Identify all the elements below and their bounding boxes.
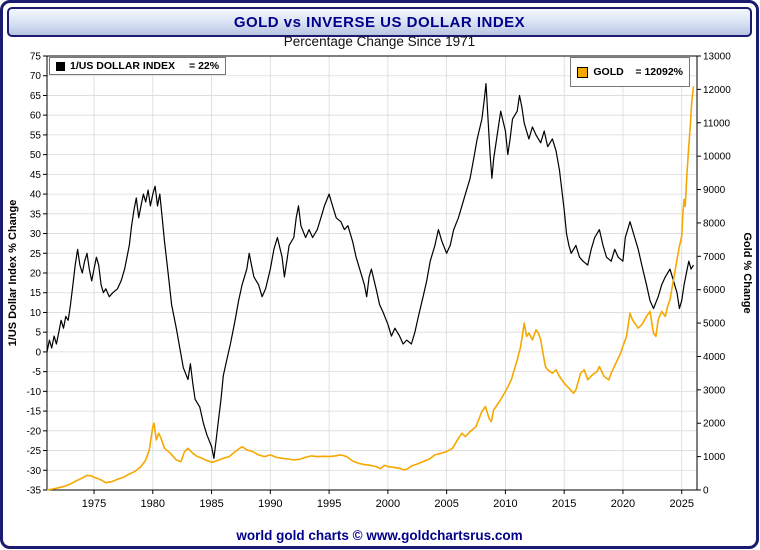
y-left-tick-label: -25	[27, 446, 42, 457]
y-right-tick-label: 11000	[703, 118, 731, 129]
y-left-axis-label: 1/US Dollar Index % Change	[7, 200, 19, 347]
y-right-tick-label: 8000	[703, 218, 726, 229]
y-left-tick-label: 10	[30, 308, 42, 319]
y-left-tick-label: 60	[30, 111, 42, 122]
y-left-tick-label: -20	[27, 426, 42, 437]
y-right-tick-label: 4000	[703, 352, 726, 363]
y-right-tick-label: 3000	[703, 385, 726, 396]
y-left-tick-label: 20	[30, 269, 42, 280]
x-tick-label: 2010	[493, 498, 517, 510]
series-1-us-dollar-index	[46, 82, 695, 459]
y-left-tick-label: 75	[30, 52, 42, 63]
y-left-tick-label: -35	[27, 486, 42, 497]
y-right-tick-label: 12000	[703, 85, 731, 96]
series-gold	[46, 86, 695, 491]
y-right-tick-label: 1000	[703, 452, 726, 463]
y-left-tick-label: 65	[30, 91, 42, 102]
legend-gold-name: GOLD	[593, 66, 624, 78]
y-left-tick-label: 25	[30, 249, 42, 260]
y-left-tick-label: 55	[30, 130, 42, 141]
x-tick-label: 1985	[199, 498, 223, 510]
x-tick-label: 2000	[376, 498, 400, 510]
chart-subtitle: Percentage Change Since 1971	[283, 34, 476, 49]
y-right-tick-label: 13000	[703, 52, 731, 63]
x-tick-label: 2025	[669, 498, 693, 510]
y-left-tick-label: 35	[30, 209, 42, 220]
chart-plot: -35-30-25-20-15-10-505101520253035404550…	[7, 52, 753, 511]
y-left-tick-label: 70	[30, 71, 42, 82]
x-tick-label: 2020	[611, 498, 635, 510]
y-left-tick-label: -30	[27, 466, 42, 477]
y-right-tick-label: 0	[703, 486, 709, 497]
chart-title-bar: GOLD vs INVERSE US DOLLAR INDEX	[7, 7, 752, 37]
y-left-tick-label: 50	[30, 150, 42, 161]
y-left-tick-label: 30	[30, 229, 42, 240]
y-left-tick-label: -10	[27, 387, 42, 398]
y-left-tick-label: 45	[30, 170, 42, 181]
y-right-tick-label: 7000	[703, 252, 726, 263]
x-tick-label: 1990	[258, 498, 282, 510]
legend-usd: 1/US DOLLAR INDEX = 22%	[49, 57, 227, 75]
legend-gold: GOLD = 12092%	[570, 57, 690, 87]
gold-swatch-icon	[577, 66, 589, 78]
legend-usd-name: 1/US DOLLAR INDEX	[70, 60, 176, 72]
y-right-tick-label: 6000	[703, 285, 726, 296]
y-right-tick-label: 2000	[703, 419, 726, 430]
x-tick-label: 1980	[141, 498, 165, 510]
chart-title: GOLD vs INVERSE US DOLLAR INDEX	[233, 13, 526, 31]
y-left-tick-label: 5	[35, 328, 41, 339]
y-left-tick-label: 0	[35, 347, 41, 358]
y-left-tick-label: -15	[27, 407, 42, 418]
footer-credit: world gold charts © www.goldchartsrus.co…	[236, 528, 523, 543]
y-right-tick-label: 9000	[703, 185, 726, 196]
x-tick-label: 1995	[317, 498, 341, 510]
y-right-tick-label: 5000	[703, 319, 726, 330]
x-tick-label: 1975	[82, 498, 106, 510]
x-tick-label: 2005	[434, 498, 458, 510]
y-right-axis-label: Gold % Change	[741, 232, 753, 313]
y-left-tick-label: 15	[30, 288, 42, 299]
y-left-tick-label: -5	[32, 367, 41, 378]
y-right-tick-label: 10000	[703, 152, 731, 163]
legend-usd-value: = 22%	[189, 60, 220, 72]
y-left-tick-label: 40	[30, 190, 42, 201]
x-tick-label: 2015	[552, 498, 576, 510]
usd-swatch-icon	[56, 61, 65, 71]
legend-gold-value: = 12092%	[635, 66, 683, 78]
